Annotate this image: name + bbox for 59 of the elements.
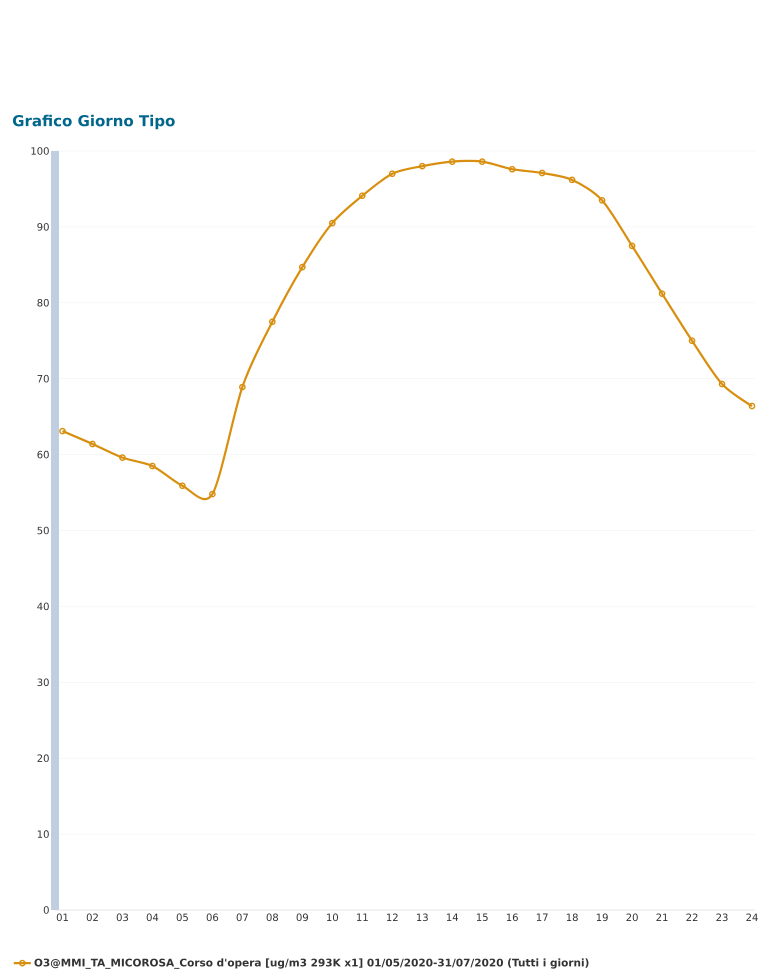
y-tick-label: 50 bbox=[38, 526, 49, 534]
point bbox=[598, 196, 606, 204]
point bbox=[89, 440, 96, 448]
y-tick-label: 70 bbox=[38, 374, 49, 382]
x-tick-label: 08 bbox=[266, 914, 278, 922]
x-tick-label: 02 bbox=[86, 914, 98, 922]
point bbox=[358, 192, 366, 200]
point bbox=[298, 264, 306, 270]
x-tick-label: 19 bbox=[596, 914, 608, 922]
x-tick-label: 09 bbox=[296, 914, 308, 922]
y-tick-label: 30 bbox=[38, 678, 49, 686]
y-tick-label: 100 bbox=[31, 147, 49, 155]
point bbox=[209, 490, 216, 498]
point bbox=[268, 318, 276, 326]
point bbox=[388, 170, 396, 178]
x-tick-label: 05 bbox=[176, 914, 188, 922]
point bbox=[239, 384, 246, 390]
x-tick-label: 15 bbox=[476, 914, 488, 921]
x-tick-label: 17 bbox=[536, 914, 548, 921]
x-tick-label: 12 bbox=[386, 914, 398, 921]
point bbox=[448, 158, 456, 165]
point bbox=[508, 166, 516, 173]
point bbox=[119, 454, 126, 461]
x-tick-label: 11 bbox=[357, 914, 368, 921]
x-tick-label: 21 bbox=[656, 914, 668, 921]
chart-title: Grafico Giorno Tipo bbox=[12, 114, 175, 130]
x-tick-label: 24 bbox=[746, 914, 758, 921]
x-tick-label: 07 bbox=[236, 914, 248, 922]
point bbox=[418, 162, 426, 170]
point bbox=[658, 290, 666, 298]
x-tick-label: 04 bbox=[146, 914, 158, 922]
x-tick-label: 10 bbox=[327, 914, 338, 922]
point bbox=[688, 337, 696, 344]
point bbox=[179, 482, 186, 490]
x-tick-label: 22 bbox=[686, 914, 698, 921]
x-tick-label: 18 bbox=[566, 914, 578, 922]
point bbox=[328, 220, 336, 226]
point bbox=[478, 158, 486, 165]
y-tick-label: 10 bbox=[38, 830, 49, 838]
y-tick-label: 20 bbox=[37, 754, 49, 762]
x-tick-label: 16 bbox=[506, 914, 518, 922]
x-tick-label: 13 bbox=[416, 914, 428, 922]
point bbox=[628, 242, 636, 250]
y-tick-label: 60 bbox=[37, 450, 49, 458]
x-tick-label: 01 bbox=[56, 914, 68, 922]
point bbox=[718, 380, 726, 388]
y-tick-label: 40 bbox=[37, 602, 49, 610]
x-tick-label: 20 bbox=[626, 914, 638, 922]
y-tick-label: 0 bbox=[44, 906, 49, 914]
point bbox=[538, 170, 546, 176]
legend-label: O3@MMI_TA_MICOROSA_Corso d'opera [ug/m3 293K x1] 01/05/2020-31/07/2020 (Tutti i giorni) bbox=[34, 958, 588, 969]
y-tick-label: 80 bbox=[37, 299, 49, 307]
x-tick-label: 23 bbox=[716, 914, 728, 922]
point bbox=[149, 462, 156, 470]
y-tick-label: 90 bbox=[37, 223, 49, 231]
x-tick-label: 14 bbox=[446, 914, 458, 921]
point bbox=[568, 176, 576, 184]
x-tick-label: 03 bbox=[116, 914, 128, 922]
x-tick-label: 06 bbox=[206, 914, 218, 922]
